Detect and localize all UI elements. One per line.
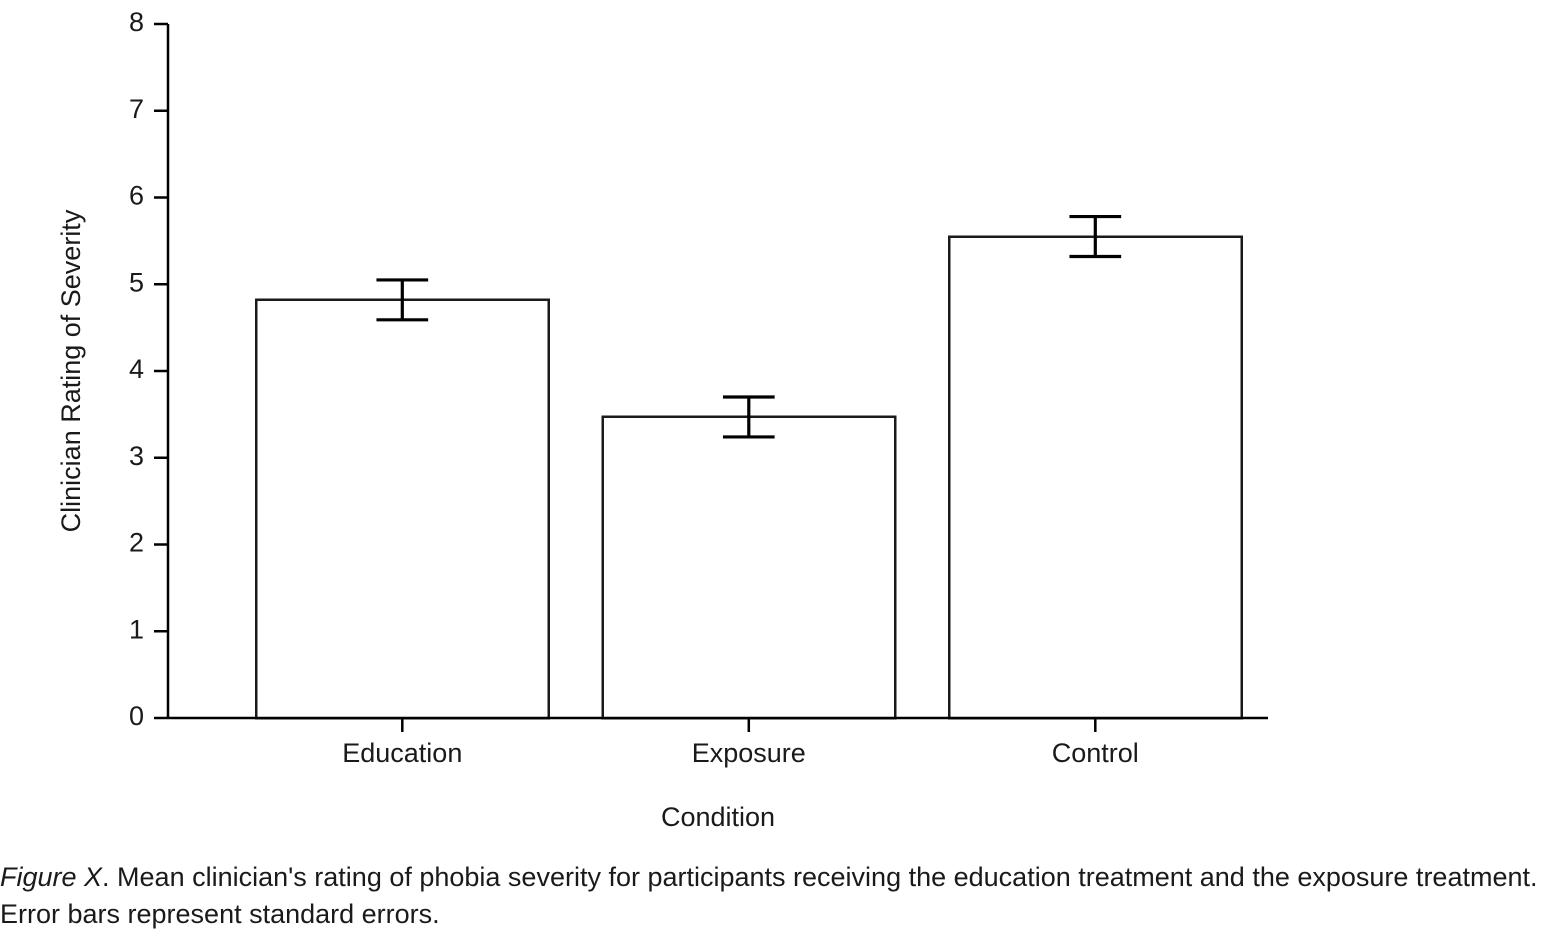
svg-text:0: 0 xyxy=(129,701,144,731)
x-axis-label: Condition xyxy=(661,802,775,832)
bar-education xyxy=(256,300,549,718)
figure-caption: Figure X. Mean clinician's rating of pho… xyxy=(0,859,1548,932)
svg-text:8: 8 xyxy=(129,7,144,37)
bar-chart: 0 1 2 3 4 5 6 7 8 Education Exposure Control Clinici… xyxy=(0,0,1548,950)
svg-text:4: 4 xyxy=(129,354,144,384)
y-axis-label: Clinician Rating of Severity xyxy=(56,209,86,532)
figure-label: Figure X xyxy=(0,862,102,892)
bar-control xyxy=(949,237,1242,718)
xtick-label: Exposure xyxy=(692,738,806,768)
svg-text:5: 5 xyxy=(129,267,144,297)
figure-caption-text: . Mean clinician's rating of phobia seve… xyxy=(0,862,1538,928)
svg-text:3: 3 xyxy=(129,441,144,471)
figure-wrap: 0 1 2 3 4 5 6 7 8 Education Exposure Control Clinici… xyxy=(0,0,1548,950)
svg-text:6: 6 xyxy=(129,181,144,211)
xtick-label: Education xyxy=(342,738,462,768)
bar-exposure xyxy=(603,417,896,718)
xtick-label: Control xyxy=(1052,738,1139,768)
svg-text:1: 1 xyxy=(129,614,144,644)
svg-text:7: 7 xyxy=(129,94,144,124)
svg-text:2: 2 xyxy=(129,528,144,558)
